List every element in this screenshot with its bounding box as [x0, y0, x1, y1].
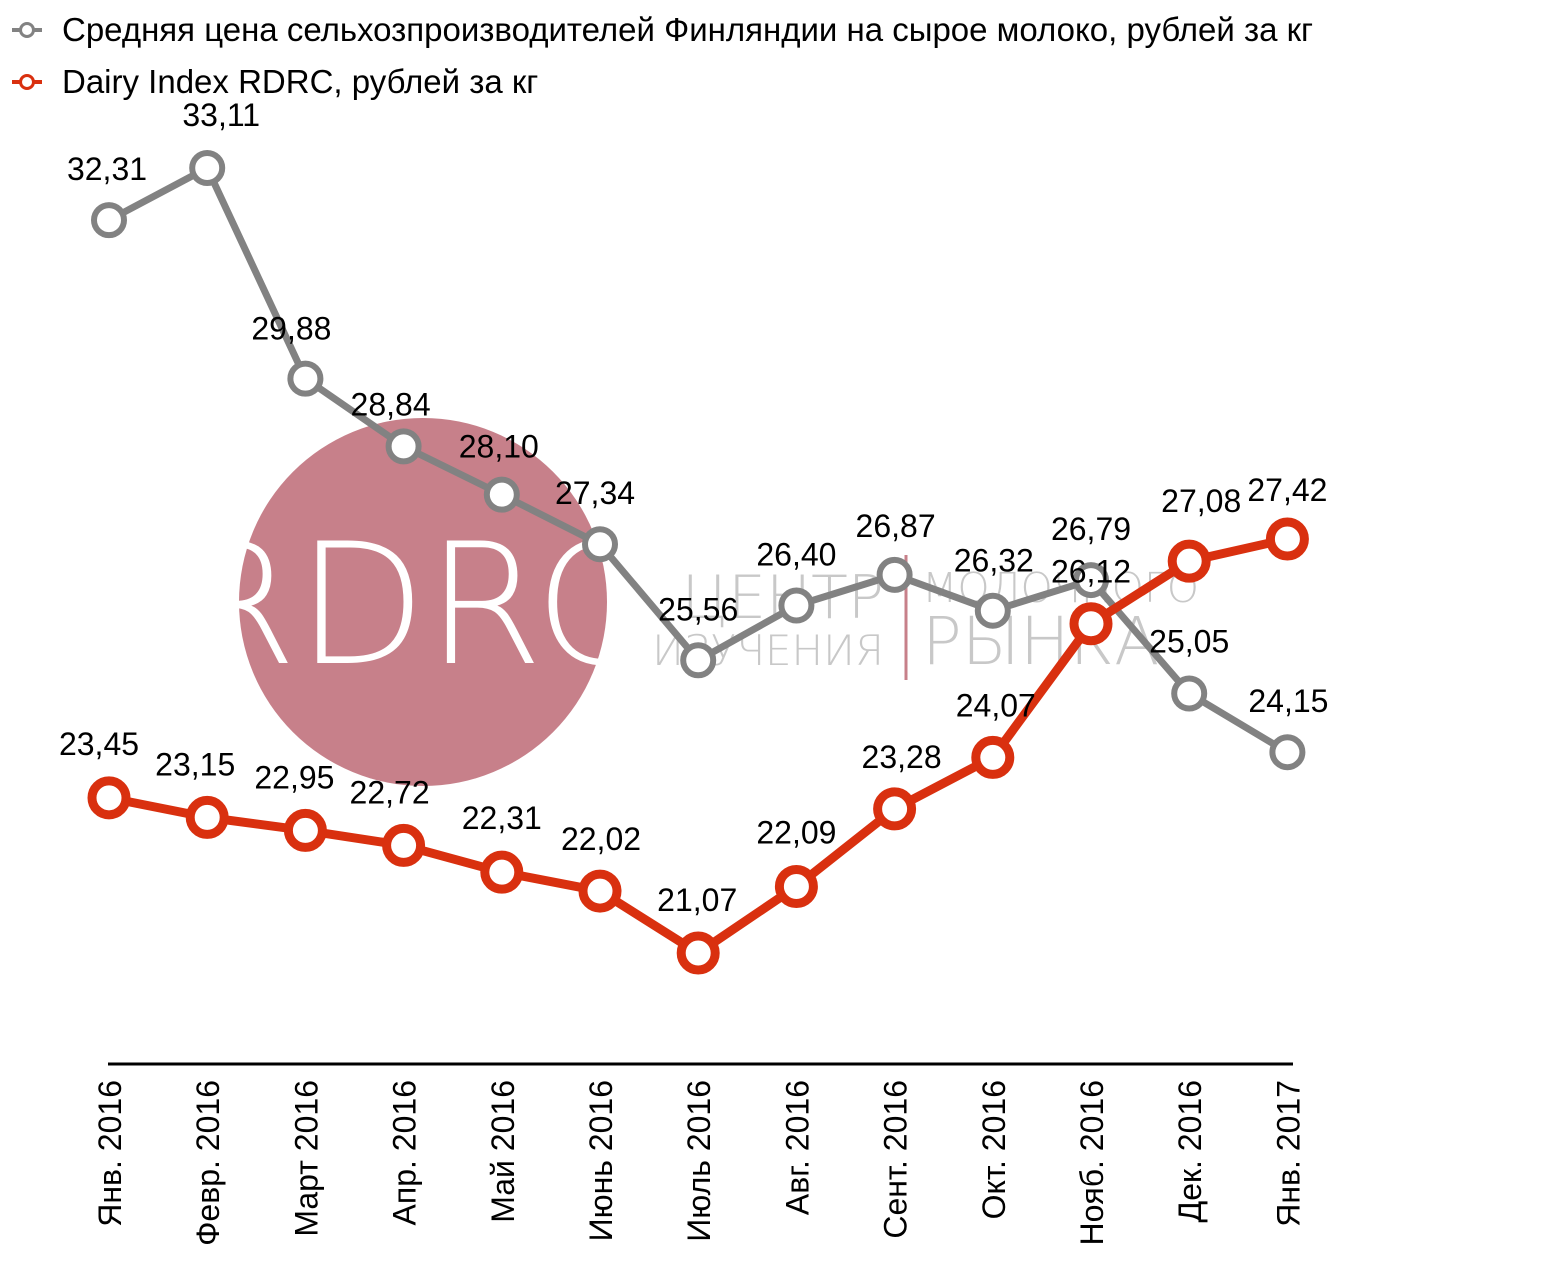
- point-dairy-index: [578, 869, 622, 913]
- x-axis-tick-labels: Янв. 2016 Февр. 2016 Март 2016 Апр. 2016 Май…: [92, 1080, 1306, 1246]
- point-dairy-index: [873, 787, 917, 831]
- x-tick-label: Март 2016: [288, 1080, 324, 1237]
- point-dairy-index: [971, 735, 1015, 779]
- data-label-dairy-index: 22,72: [350, 774, 430, 810]
- data-label-finland-price: 25,05: [1149, 624, 1229, 660]
- point-finland-price: [1269, 734, 1306, 771]
- point-finland-price: [91, 202, 127, 239]
- point-finland-price: [1073, 562, 1109, 599]
- data-labels-layer: 32,31 33,11 29,88 28,84 28,10 27,34 25,56 26,40…: [59, 97, 1328, 918]
- point-dairy-index: [1167, 539, 1211, 583]
- point-dairy-index: [382, 823, 426, 867]
- x-tick-label: Июль 2016: [681, 1080, 717, 1242]
- point-finland-price: [974, 592, 1011, 629]
- x-tick-label: Май 2016: [485, 1080, 521, 1223]
- point-finland-price: [1171, 675, 1208, 712]
- data-label-dairy-index: 22,02: [561, 821, 641, 857]
- data-label-dairy-index: 27,08: [1161, 483, 1241, 519]
- data-label-dairy-index: 22,09: [756, 815, 836, 851]
- legend-item-dairy-index: Dairy Index RDRC, рублей за кг: [12, 56, 1313, 108]
- point-dairy-index: [87, 776, 131, 820]
- data-label-dairy-index: 23,15: [155, 746, 235, 782]
- data-label-finland-price: 28,10: [459, 429, 539, 465]
- x-tick-label: Июнь 2016: [583, 1080, 619, 1241]
- data-label-dairy-index: 22,95: [254, 759, 334, 795]
- legend-label-finland-price: Средняя цена сельхозпроизводителей Финля…: [62, 11, 1314, 48]
- legend-item-finland-price: Средняя цена сельхозпроизводителей Финля…: [12, 4, 1314, 56]
- point-finland-price: [778, 587, 815, 624]
- point-dairy-index: [1069, 602, 1113, 646]
- point-dairy-index: [283, 808, 327, 852]
- data-label-dairy-index: 24,07: [956, 687, 1036, 723]
- point-dairy-index: [185, 795, 229, 839]
- data-label-finland-price: 32,31: [67, 151, 147, 187]
- series-layer: [87, 150, 1309, 975]
- x-tick-label: Нояб. 2016: [1074, 1080, 1110, 1246]
- point-finland-price: [582, 526, 618, 563]
- data-label-finland-price: 28,84: [351, 386, 431, 422]
- data-label-finland-price: 26,79: [1051, 511, 1131, 547]
- point-finland-price: [680, 642, 717, 679]
- x-tick-label: Янв. 2017: [1270, 1080, 1306, 1227]
- rdrc-logo-circle: [239, 418, 607, 786]
- data-label-finland-price: 25,56: [658, 591, 738, 627]
- point-dairy-index: [676, 931, 720, 975]
- x-tick-label: Дек. 2016: [1172, 1080, 1208, 1222]
- data-label-dairy-index: 27,42: [1247, 472, 1327, 508]
- data-label-dairy-index: 23,28: [862, 739, 942, 775]
- x-tick-label: Янв. 2016: [92, 1080, 128, 1227]
- data-label-dairy-index: 21,07: [657, 882, 737, 918]
- point-finland-price: [876, 556, 913, 593]
- x-tick-label: Апр. 2016: [387, 1080, 423, 1225]
- point-finland-price: [385, 428, 422, 465]
- legend-marker-red: [12, 73, 42, 91]
- data-label-dairy-index: 26,12: [1051, 554, 1131, 590]
- legend-marker-gray: [12, 21, 42, 39]
- data-label-dairy-index: 22,31: [462, 800, 542, 836]
- data-label-finland-price: 26,40: [756, 536, 836, 572]
- legend-label-dairy-index: Dairy Index RDRC, рублей за кг: [62, 63, 539, 100]
- data-label-finland-price: 33,11: [182, 97, 260, 133]
- data-label-finland-price: 29,88: [251, 311, 331, 347]
- point-dairy-index: [480, 850, 524, 894]
- x-tick-label: Окт. 2016: [976, 1080, 1012, 1219]
- point-finland-price: [287, 360, 324, 397]
- point-finland-price: [483, 476, 520, 513]
- data-label-finland-price: 26,32: [954, 543, 1034, 579]
- data-label-finland-price: 27,34: [555, 475, 635, 511]
- point-dairy-index: [774, 865, 818, 909]
- x-tick-label: Сент. 2016: [878, 1080, 914, 1239]
- x-tick-label: Февр. 2016: [190, 1080, 226, 1246]
- x-tick-label: Авг. 2016: [779, 1080, 815, 1215]
- data-label-dairy-index: 23,45: [59, 726, 139, 762]
- rdrc-logo-text: RDRC: [180, 507, 652, 703]
- legend: Средняя цена сельхозпроизводителей Финля…: [12, 4, 1314, 108]
- data-label-finland-price: 26,87: [856, 508, 936, 544]
- data-label-finland-price: 24,15: [1248, 683, 1328, 719]
- point-dairy-index: [1265, 517, 1309, 561]
- point-finland-price: [189, 150, 226, 186]
